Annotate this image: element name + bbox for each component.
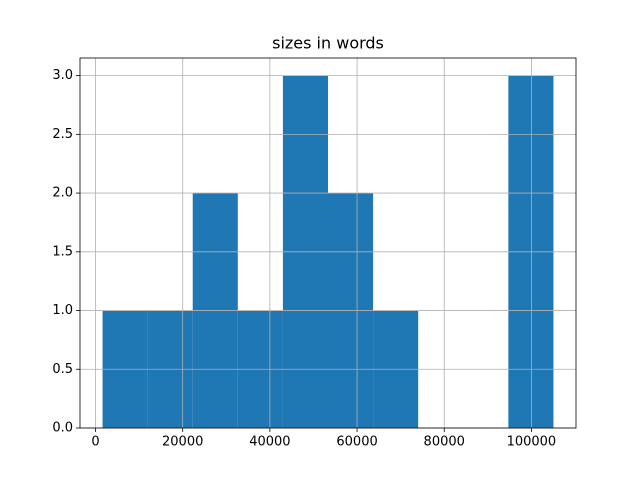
y-tick-label: 3.0 [52, 68, 73, 83]
x-tick-label: 100000 [507, 435, 557, 450]
y-tick-label: 1.5 [52, 244, 73, 259]
x-tick-label: 0 [91, 435, 99, 450]
y-tick-label: 0.0 [52, 421, 73, 436]
y-tick-label: 1.0 [52, 303, 73, 318]
y-tick-label: 2.0 [52, 186, 73, 201]
chart-title: sizes in words [272, 34, 384, 53]
x-tick-label: 60000 [336, 435, 377, 450]
x-tick-label: 20000 [162, 435, 203, 450]
x-tick-label: 40000 [249, 435, 290, 450]
plot-frame [79, 57, 577, 429]
x-tick-label: 80000 [424, 435, 465, 450]
y-tick-label: 0.5 [52, 362, 73, 377]
y-tick-label: 2.5 [52, 127, 73, 142]
